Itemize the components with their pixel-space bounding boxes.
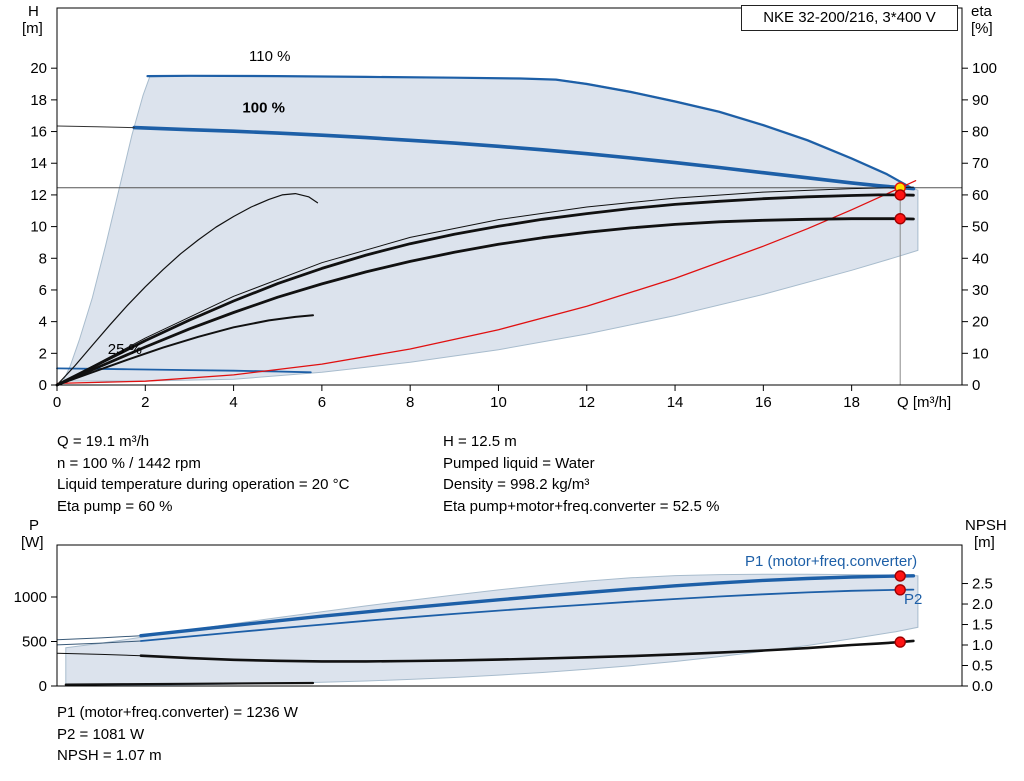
npsh-axis-unit: [m]	[974, 534, 995, 551]
y-tick-label: 2	[39, 345, 47, 362]
marker-duty-p1[interactable]	[894, 570, 906, 582]
curve-system-curve	[56, 180, 917, 385]
curve-p1-curve	[139, 574, 916, 638]
info-flow: Q = 19.1 m³/h	[57, 433, 150, 450]
x-tick-label: 2	[141, 394, 149, 411]
curve-label: 100 %	[242, 100, 285, 117]
x-tick-label: 8	[406, 394, 414, 411]
curve-p2-extension	[56, 640, 142, 646]
y-tick-label: 0.0	[972, 678, 993, 695]
marker-duty-p2[interactable]	[894, 584, 906, 596]
curve-label: 25 %	[108, 341, 142, 358]
y-tick-label: 0	[39, 377, 47, 394]
curve-p2-curve	[140, 588, 915, 642]
x-tick-label: 0	[53, 394, 61, 411]
curve-label: 110 %	[249, 48, 290, 65]
p2-curve-label: P2	[904, 591, 923, 608]
y-tick-label: 80	[972, 124, 989, 141]
curve-head-110pct	[146, 74, 913, 189]
curve-eta-pump-thin	[56, 186, 914, 386]
curve-eta-25pct-total	[56, 314, 314, 386]
hq-eta-chart: 110 % 100 % 25 % 0 2 4 6 8 10 12 14 16 18 0 2 4 6 8 10 12 14…	[30, 7, 997, 411]
x-tick-label: 16	[755, 394, 772, 411]
marker-duty-eta-pump[interactable]	[894, 189, 906, 201]
curve-head-25pct	[56, 367, 312, 374]
info-density: Density = 998.2 kg/m³	[443, 476, 590, 493]
y-tick-label: 20	[972, 314, 989, 331]
info-speed: n = 100 % / 1442 rpm	[57, 454, 201, 472]
y-tick-label: 1.5	[972, 617, 993, 634]
result-npsh: NPSH = 1.07 m	[57, 747, 162, 764]
y-tick-label: 2.5	[972, 576, 993, 593]
y-tick-label: 70	[972, 155, 989, 172]
x-tick-label: 10	[490, 394, 507, 411]
x-tick-label: 14	[667, 394, 684, 411]
y-tick-label: 50	[972, 219, 989, 236]
eta-axis-unit: [%]	[971, 20, 993, 37]
curve-head-100pct	[132, 125, 916, 191]
npsh-axis-label: NPSH	[965, 517, 1007, 534]
y-tick-label: 14	[30, 155, 47, 172]
power-npsh-chart: 0 500 1000 0.0 0.5 1.0 1.5 2.0 2.5	[14, 544, 993, 695]
eta-axis-label: eta	[971, 3, 992, 20]
y-tick-label: 1.0	[972, 637, 993, 654]
x-tick-label: 12	[578, 394, 595, 411]
result-info: P1 (motor+freq.converter) = 1236 W P2 = …	[57, 702, 298, 767]
y-tick-label: 40	[972, 250, 989, 267]
y-tick-label: 0	[39, 678, 47, 695]
duty-info-right: H = 12.5 m Pumped liquid = Water Density…	[443, 431, 719, 517]
y-tick-label: 500	[22, 633, 47, 650]
x-tick-label: 18	[843, 394, 860, 411]
p-axis-label: P	[29, 517, 40, 534]
curve-eta-25pct	[56, 193, 319, 386]
x-tick-label: 4	[229, 394, 237, 411]
curve-head-100pct-extension	[56, 125, 135, 129]
curve-npsh-curve	[139, 639, 915, 663]
marker-duty-eta-total[interactable]	[894, 212, 906, 225]
y-tick-label: 10	[972, 345, 989, 362]
info-liquid: Pumped liquid = Water	[443, 454, 595, 472]
y-tick-label: 30	[972, 282, 989, 299]
y-tick-label: 60	[972, 187, 989, 204]
y-tick-label: 18	[30, 92, 47, 109]
info-eta-pump: Eta pump = 60 %	[57, 497, 173, 515]
y-tick-label: 20	[30, 60, 47, 77]
y-tick-label: 90	[972, 92, 989, 109]
result-p2: P2 = 1081 W	[57, 725, 145, 743]
curve-eta-total	[55, 217, 915, 387]
curve-eta-pump	[55, 193, 915, 387]
pump-title: NKE 32-200/216, 3*400 V	[741, 5, 958, 31]
curve-p1-extension	[56, 635, 142, 641]
h-axis-unit: [m]	[22, 20, 43, 37]
operating-envelope	[65, 573, 919, 687]
curve-p-25pct	[64, 681, 315, 686]
y-tick-label: 0.5	[972, 658, 993, 675]
y-tick-label: 8	[39, 250, 47, 267]
y-tick-label: 10	[30, 219, 47, 236]
plot-border	[56, 7, 963, 386]
q-axis-label: Q [m³/h]	[897, 394, 952, 411]
info-temperature: Liquid temperature during operation = 20…	[57, 476, 350, 493]
marker-duty-npsh[interactable]	[894, 636, 906, 648]
curve-npsh-extension	[56, 652, 142, 657]
y-tick-label: 0	[972, 377, 980, 394]
y-tick-label: 1000	[14, 589, 47, 606]
info-head: H = 12.5 m	[443, 433, 517, 450]
y-tick-label: 16	[30, 124, 47, 141]
h-axis-label: H	[28, 3, 39, 20]
x-tick-label: 6	[318, 394, 326, 411]
y-tick-label: 6	[39, 282, 47, 299]
y-tick-label: 4	[39, 314, 47, 331]
plot-border	[56, 544, 963, 687]
y-tick-label: 100	[972, 60, 997, 77]
duty-info-left: Q = 19.1 m³/h n = 100 % / 1442 rpm Liqui…	[57, 431, 349, 517]
y-tick-label: 2.0	[972, 596, 993, 613]
y-tick-label: 12	[30, 187, 47, 204]
p-axis-unit: [W]	[21, 534, 44, 551]
p1-curve-label: P1 (motor+freq.converter)	[745, 553, 918, 570]
info-eta-total: Eta pump+motor+freq.converter = 52.5 %	[443, 497, 720, 515]
result-p1: P1 (motor+freq.converter) = 1236 W	[57, 704, 298, 721]
